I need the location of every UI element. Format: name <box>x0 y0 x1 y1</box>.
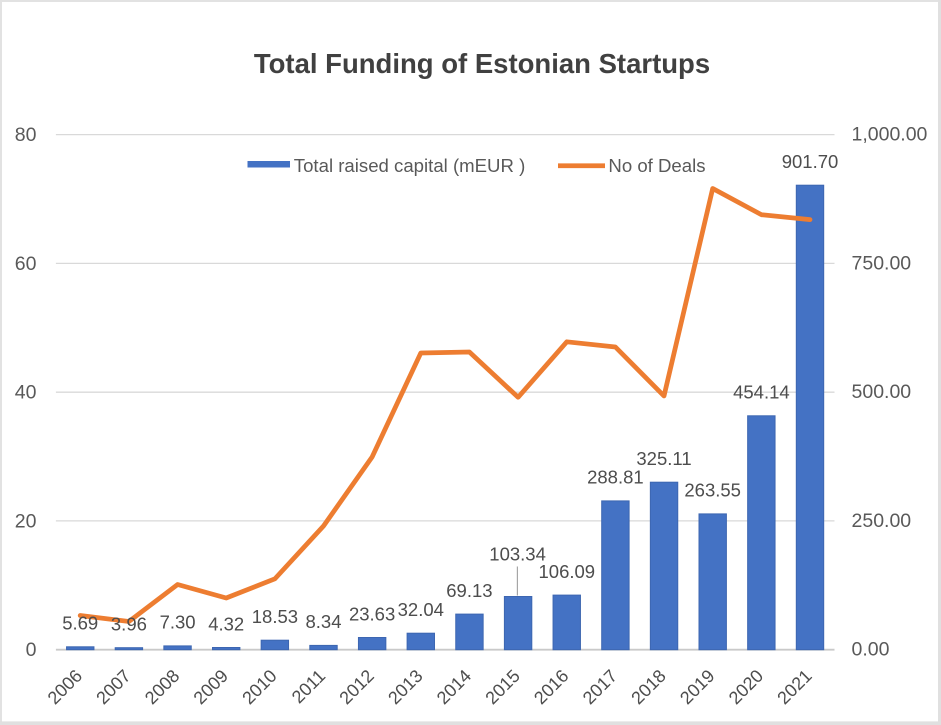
svg-text:3.96: 3.96 <box>111 614 147 635</box>
svg-text:263.55: 263.55 <box>684 480 741 501</box>
svg-text:103.34: 103.34 <box>489 544 546 565</box>
svg-text:40: 40 <box>15 382 37 404</box>
svg-text:Total Funding of Estonian Star: Total Funding of Estonian Startups <box>254 48 710 79</box>
svg-text:8.34: 8.34 <box>305 611 341 632</box>
svg-text:901.70: 901.70 <box>782 151 839 172</box>
svg-text:500.00: 500.00 <box>852 381 912 403</box>
svg-text:454.14: 454.14 <box>733 382 790 403</box>
svg-text:80: 80 <box>15 124 37 146</box>
svg-text:69.13: 69.13 <box>446 580 492 601</box>
svg-text:18.53: 18.53 <box>252 606 298 627</box>
svg-text:No of Deals: No of Deals <box>608 155 705 176</box>
svg-text:750.00: 750.00 <box>852 252 912 274</box>
svg-text:0: 0 <box>26 639 37 661</box>
svg-text:20: 20 <box>15 510 37 532</box>
svg-text:Total raised capital (mEUR ): Total raised capital (mEUR ) <box>294 155 525 176</box>
svg-text:5.69: 5.69 <box>62 613 98 634</box>
svg-text:325.11: 325.11 <box>636 448 691 469</box>
svg-text:32.04: 32.04 <box>398 599 444 620</box>
svg-text:23.63: 23.63 <box>349 603 395 624</box>
svg-text:250.00: 250.00 <box>852 510 912 532</box>
svg-text:60: 60 <box>15 253 37 275</box>
svg-text:4.32: 4.32 <box>208 613 244 634</box>
svg-text:106.09: 106.09 <box>539 561 596 582</box>
svg-text:0.00: 0.00 <box>852 639 890 661</box>
svg-text:1,000.00: 1,000.00 <box>852 124 928 146</box>
svg-text:288.81: 288.81 <box>587 467 644 488</box>
svg-text:7.30: 7.30 <box>160 612 196 633</box>
